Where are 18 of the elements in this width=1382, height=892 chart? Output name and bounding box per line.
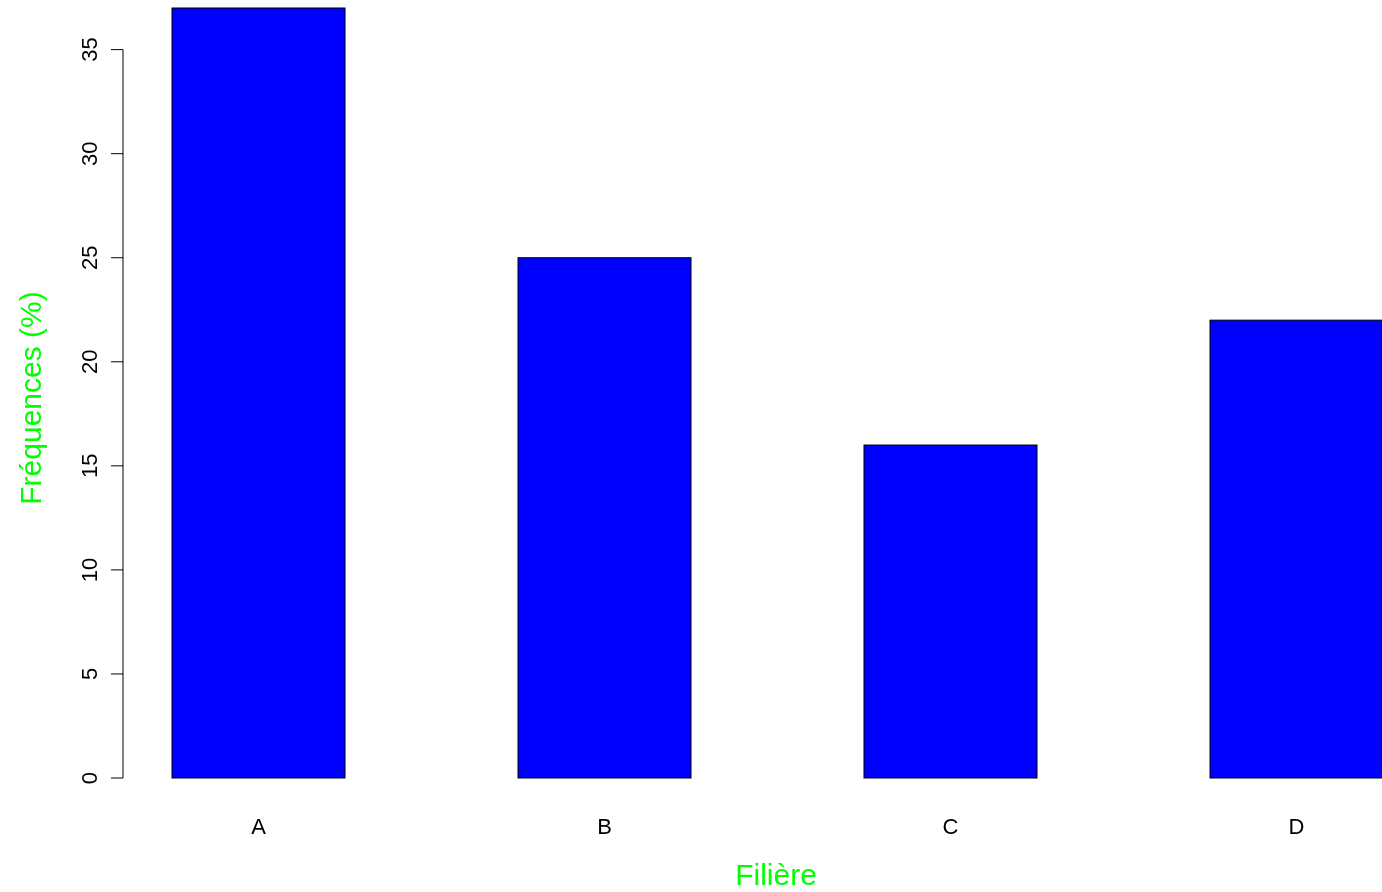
y-tick-label: 5	[76, 667, 102, 681]
y-tick-label: 10	[76, 557, 102, 583]
y-tick-label: 0	[76, 771, 102, 785]
bar	[171, 7, 346, 779]
y-tick-label: 20	[76, 349, 102, 375]
y-axis-title: Fréquences (%)	[13, 291, 47, 505]
y-tick-label: 30	[76, 141, 102, 166]
x-axis-title: Filière	[735, 857, 817, 891]
x-tick-label: A	[251, 813, 267, 839]
bar	[1209, 319, 1382, 779]
bar	[517, 257, 692, 779]
y-tick-label: 25	[76, 245, 102, 270]
bar	[863, 444, 1038, 779]
y-tick-label: 35	[76, 37, 102, 62]
x-tick-label: B	[597, 813, 612, 839]
x-tick-label: C	[942, 813, 959, 839]
x-tick-label: D	[1288, 813, 1305, 839]
y-tick-label: 15	[76, 453, 102, 479]
